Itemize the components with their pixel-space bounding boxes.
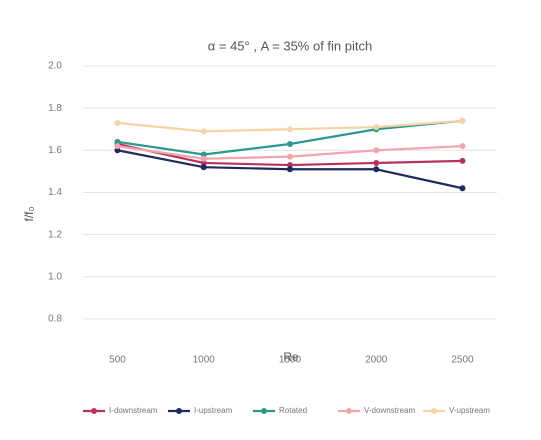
data-point	[114, 119, 121, 126]
chart-title: α = 45° , A = 35% of fin pitch	[208, 38, 372, 53]
x-tick-label: 500	[109, 355, 126, 366]
data-point	[373, 166, 380, 173]
y-tick-label: 1.6	[48, 145, 62, 156]
legend-label: I-downstream	[109, 406, 158, 415]
data-point	[459, 157, 466, 164]
legend-label: V-upstream	[449, 406, 490, 415]
data-point	[373, 147, 380, 154]
y-tick-label: 0.8	[48, 314, 62, 325]
y-tick-label: 1.0	[48, 271, 62, 282]
data-point	[114, 138, 121, 145]
y-tick-label: 1.8	[48, 103, 62, 114]
legend-label: Rotated	[279, 406, 307, 415]
data-point	[200, 151, 207, 158]
data-point	[287, 153, 293, 160]
data-point	[200, 164, 207, 171]
data-point	[459, 185, 466, 192]
x-tick-label: 2000	[365, 355, 388, 366]
data-point	[373, 159, 380, 166]
legend-marker	[261, 408, 267, 414]
y-axis-label: f/f₀	[22, 206, 36, 221]
legend-marker	[176, 408, 182, 414]
x-tick-label: 1000	[193, 355, 216, 366]
data-point	[114, 143, 121, 150]
data-point	[200, 128, 207, 135]
legend-label: I-upstream	[194, 406, 233, 415]
data-point	[200, 155, 207, 162]
data-point	[459, 143, 466, 150]
legend-marker	[91, 408, 97, 414]
y-tick-label: 1.2	[48, 229, 62, 240]
y-tick-label: 1.4	[48, 187, 62, 198]
data-point	[114, 147, 121, 154]
data-point	[287, 162, 293, 169]
x-tick-label: 1500	[279, 355, 302, 366]
y-tick-label: 2.0	[48, 61, 62, 72]
x-axis-label: Re	[283, 350, 299, 364]
data-point	[287, 140, 293, 147]
data-point	[287, 166, 293, 173]
legend-marker	[431, 408, 437, 414]
data-point	[200, 159, 207, 166]
data-point	[287, 126, 293, 133]
legend-label: V-downstream	[364, 406, 415, 415]
legend-marker	[346, 408, 352, 414]
data-point	[459, 117, 466, 124]
x-tick-label: 2500	[451, 355, 474, 366]
data-point	[373, 124, 380, 131]
